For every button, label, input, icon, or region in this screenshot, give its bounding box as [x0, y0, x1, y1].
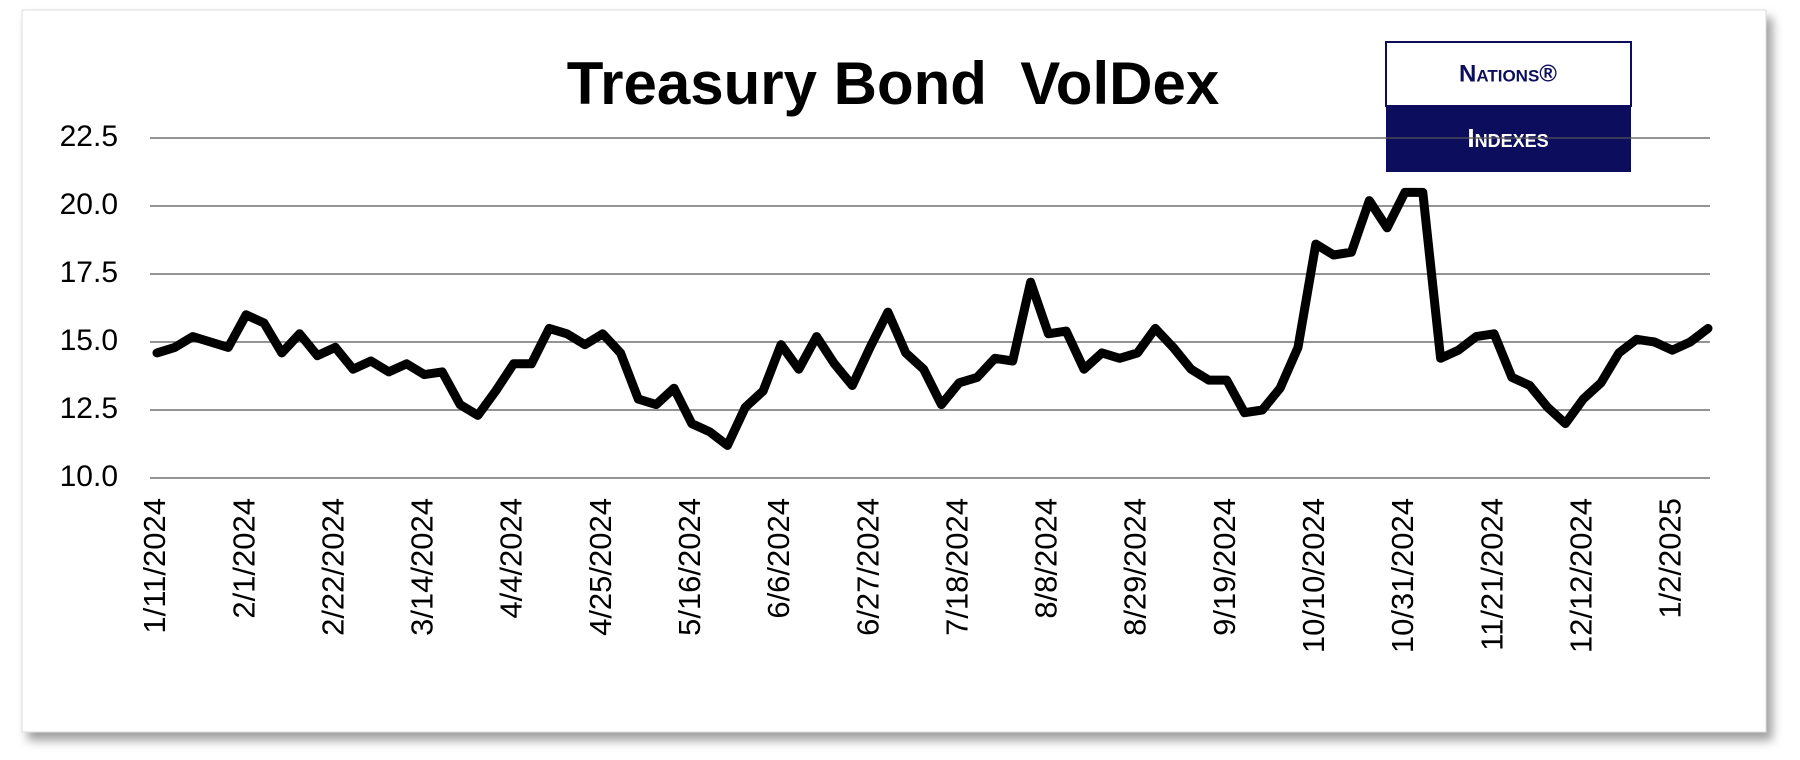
series-line	[152, 187, 1713, 450]
logo-bottom	[1386, 106, 1631, 172]
y-tick-label: 17.5	[60, 256, 118, 289]
x-tick-label: 10/10/2024	[1296, 498, 1331, 653]
y-tick-label: 12.5	[60, 392, 118, 425]
logo-text: Nations®	[1459, 60, 1557, 87]
x-tick-label: 2/1/2024	[226, 498, 261, 619]
x-tick-label: 7/18/2024	[939, 498, 974, 636]
x-tick-label: 4/25/2024	[583, 498, 618, 636]
x-tick-label: 11/21/2024	[1474, 498, 1509, 651]
x-tick-label: 1/11/2024	[137, 498, 172, 634]
x-tick-label: 8/8/2024	[1029, 498, 1064, 619]
y-tick-label: 22.5	[60, 120, 118, 153]
y-tick-label: 20.0	[60, 188, 118, 221]
x-tick-label: 6/27/2024	[850, 498, 885, 636]
chart-title: Treasury Bond VolDex	[567, 50, 1219, 117]
x-tick-label: 12/12/2024	[1563, 498, 1598, 653]
x-tick-label: 10/31/2024	[1385, 498, 1420, 653]
y-tick-label: 10.0	[60, 460, 118, 493]
x-tick-label: 2/22/2024	[315, 498, 350, 636]
x-tick-label: 3/14/2024	[405, 498, 440, 636]
logo-top	[1385, 41, 1632, 107]
y-tick-label: 15.0	[60, 324, 118, 357]
x-tick-label: 6/6/2024	[761, 498, 796, 619]
x-tick-label: 1/2/2025	[1653, 498, 1688, 619]
x-tick-label: 9/19/2024	[1207, 498, 1242, 636]
x-tick-label: 5/16/2024	[672, 498, 707, 636]
x-tick-label: 4/4/2024	[494, 498, 529, 619]
x-tick-label: 8/29/2024	[1118, 498, 1153, 636]
